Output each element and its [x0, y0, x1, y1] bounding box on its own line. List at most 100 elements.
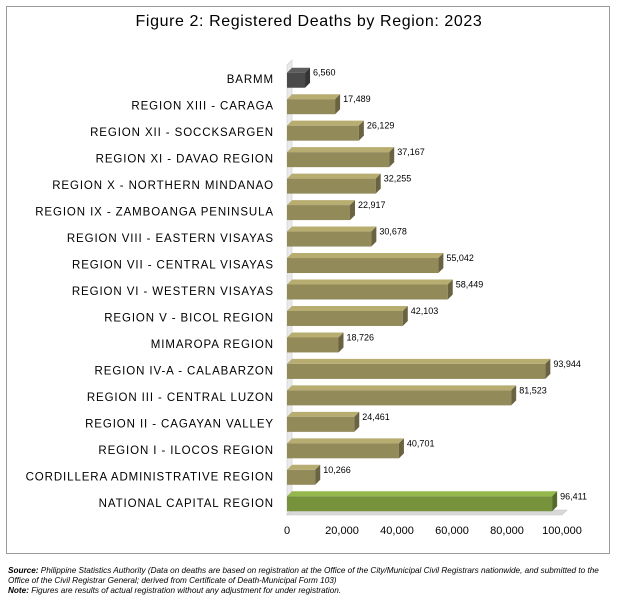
category-label: REGION V - BICOL REGION — [104, 312, 274, 324]
bar-end — [389, 147, 395, 168]
data-label: 42,103 — [411, 306, 439, 316]
bar-top — [287, 385, 517, 391]
category-label: REGION IV-A - CALABARZON — [95, 365, 274, 377]
bar — [287, 284, 448, 300]
bar — [287, 390, 512, 406]
category-label: REGION X - NORTHERN MINDANAO — [52, 180, 274, 192]
bar-end — [511, 385, 517, 406]
category-label: REGION I - ILOCOS REGION — [98, 445, 274, 457]
bar — [287, 416, 355, 432]
data-label: 17,489 — [343, 94, 371, 104]
x-tick-label: 100,000 — [542, 525, 582, 537]
source-text: Philippine Statistics Authority (Data on… — [8, 566, 599, 585]
bar-top — [287, 358, 551, 364]
bar — [287, 125, 359, 141]
bar-top — [287, 120, 364, 126]
bar — [287, 469, 316, 485]
bar-end — [447, 279, 453, 300]
category-label: CORDILLERA ADMINISTRATIVE REGION — [26, 471, 274, 483]
x-tick-label: 40,000 — [380, 525, 414, 537]
bar — [287, 310, 403, 326]
bar-end — [358, 120, 364, 141]
data-label: 96,411 — [560, 491, 587, 501]
bar — [287, 152, 390, 168]
data-label: 40,701 — [407, 438, 435, 448]
bar-end — [371, 226, 377, 247]
bar — [287, 205, 351, 221]
category-label: REGION XII - SOCCKSARGEN — [90, 127, 274, 139]
bar-end — [305, 67, 311, 88]
bar-end — [375, 173, 381, 194]
bar-top — [287, 411, 360, 417]
bar-end — [315, 464, 321, 485]
bar-end — [438, 253, 444, 274]
bar-top — [287, 173, 381, 179]
bar — [287, 443, 399, 459]
data-label: 32,255 — [384, 174, 412, 184]
bar-top — [287, 67, 311, 73]
data-label: 30,678 — [379, 227, 407, 237]
x-tick-label: 60,000 — [435, 525, 469, 537]
data-label: 81,523 — [519, 385, 547, 395]
note-text: Figures are results of actual registrati… — [28, 586, 342, 595]
category-label: REGION VI - WESTERN VISAYAS — [72, 286, 274, 298]
data-label: 55,042 — [446, 253, 474, 263]
note: Note: Figures are results of actual regi… — [8, 586, 612, 596]
data-label: 26,129 — [367, 121, 395, 131]
x-tick-label: 0 — [284, 525, 290, 537]
bar — [287, 363, 546, 379]
data-label: 24,461 — [362, 412, 390, 422]
category-label: NATIONAL CAPITAL REGION — [99, 498, 274, 510]
category-label: REGION III - CENTRAL LUZON — [87, 392, 274, 404]
bar-top — [287, 491, 558, 497]
bar — [287, 72, 306, 88]
bar-end — [338, 332, 344, 353]
note-label: Note: — [8, 586, 29, 595]
bar-top — [287, 200, 356, 206]
x-tick-label: 20,000 — [325, 525, 359, 537]
category-label: REGION XIII - CARAGA — [131, 101, 274, 113]
bar — [287, 231, 372, 247]
data-label: 10,266 — [323, 465, 351, 475]
bar-top — [287, 332, 344, 338]
bar-end — [354, 411, 360, 432]
footnotes: Source: Philippine Statistics Authority … — [8, 566, 612, 596]
bar-top — [287, 253, 444, 259]
bar-top — [287, 305, 408, 311]
bar-end — [398, 438, 404, 459]
category-label: REGION VIII - EASTERN VISAYAS — [67, 233, 274, 245]
bar-end — [545, 358, 551, 379]
x-tick-label: 80,000 — [490, 525, 524, 537]
category-label: REGION XI - DAVAO REGION — [96, 154, 274, 166]
bar — [287, 258, 439, 274]
data-label: 58,449 — [456, 280, 484, 290]
bar-top — [287, 438, 404, 444]
bar-end — [350, 200, 356, 221]
bar-top — [287, 226, 377, 232]
bar-chart: Figure 2: Registered Deaths by Region: 2… — [26, 13, 587, 537]
data-label: 6,560 — [313, 68, 336, 78]
bar-end — [552, 491, 558, 512]
bar-top — [287, 279, 453, 285]
category-label: MIMAROPA REGION — [151, 339, 274, 351]
chart-title: Figure 2: Registered Deaths by Region: 2… — [136, 13, 483, 30]
data-label: 18,726 — [346, 332, 374, 342]
category-label: BARMM — [227, 74, 274, 86]
bar-top — [287, 464, 321, 470]
bar-top — [287, 94, 341, 100]
category-label: REGION II - CAGAYAN VALLEY — [85, 418, 274, 430]
bar-top — [287, 147, 395, 153]
data-label: 22,917 — [358, 200, 386, 210]
data-label: 37,167 — [397, 147, 425, 157]
bar — [287, 178, 376, 194]
source-note: Source: Philippine Statistics Authority … — [8, 566, 612, 586]
bar — [287, 337, 339, 353]
bar-end — [402, 305, 408, 326]
bar-end — [335, 94, 341, 115]
bar — [287, 496, 553, 512]
bar — [287, 99, 336, 115]
category-label: REGION IX - ZAMBOANGA PENINSULA — [35, 207, 274, 219]
data-label: 93,944 — [553, 359, 581, 369]
source-label: Source: — [8, 566, 39, 575]
category-label: REGION VII - CENTRAL VISAYAS — [72, 260, 274, 272]
